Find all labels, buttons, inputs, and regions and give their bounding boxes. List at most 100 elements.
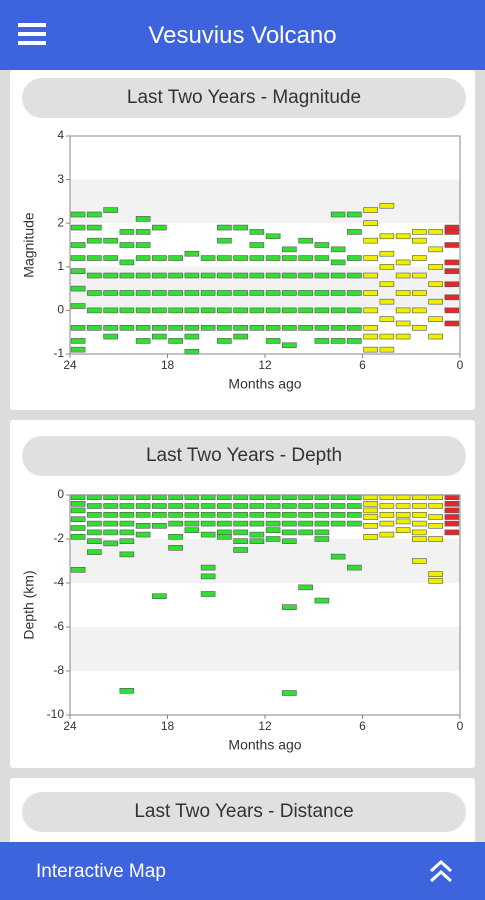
event-marker (70, 211, 86, 218)
event-marker (119, 512, 135, 518)
event-marker (168, 290, 183, 296)
event-marker (330, 290, 346, 296)
event-marker (363, 290, 378, 296)
event-marker (184, 512, 200, 518)
event-marker (87, 503, 102, 509)
event-marker (444, 529, 460, 536)
event-marker (200, 512, 216, 518)
y-tick-label: -1 (53, 346, 64, 360)
event-marker (282, 342, 297, 349)
event-marker (184, 307, 200, 314)
event-marker (135, 272, 151, 279)
event-marker (249, 512, 265, 518)
event-marker (330, 553, 346, 560)
event-marker (265, 338, 281, 344)
event-marker (87, 272, 102, 279)
event-marker (298, 584, 313, 591)
x-tick-label: 6 (359, 719, 366, 733)
event-marker (200, 255, 216, 261)
event-marker (379, 202, 395, 209)
event-marker (330, 325, 346, 331)
event-marker (444, 307, 460, 314)
event-marker (87, 549, 102, 555)
event-marker (298, 307, 313, 314)
event-marker (233, 538, 248, 544)
event-marker (70, 285, 86, 292)
y-tick-label: -8 (53, 663, 64, 677)
event-marker (265, 307, 281, 314)
event-marker (168, 520, 183, 527)
event-marker (314, 338, 330, 344)
event-marker (103, 529, 118, 536)
event-marker (347, 211, 362, 218)
event-marker (395, 320, 411, 327)
event-marker (363, 307, 378, 314)
event-marker (233, 307, 248, 314)
event-marker (379, 264, 395, 270)
event-marker (168, 255, 183, 261)
event-marker (152, 512, 167, 518)
event-marker (314, 272, 330, 279)
event-marker (217, 503, 232, 509)
event-marker (444, 320, 460, 327)
event-marker (330, 512, 346, 518)
event-marker (233, 512, 248, 518)
x-axis-label: Months ago (228, 737, 301, 753)
event-marker (135, 242, 151, 248)
event-marker (282, 529, 297, 536)
event-marker (70, 534, 86, 540)
event-marker (103, 520, 118, 527)
event-marker (412, 520, 427, 527)
event-marker (87, 255, 102, 261)
event-marker (412, 503, 427, 509)
y-tick-label: 2 (57, 215, 64, 229)
event-marker (347, 520, 362, 527)
event-marker (265, 527, 281, 533)
event-marker (217, 512, 232, 518)
event-marker (347, 338, 362, 344)
event-marker (395, 259, 411, 266)
event-marker (265, 272, 281, 279)
menu-button[interactable] (16, 15, 56, 55)
event-marker (233, 224, 248, 231)
x-tick-label: 0 (457, 358, 464, 372)
event-marker (314, 520, 330, 527)
grid-band (70, 627, 460, 671)
event-marker (444, 268, 460, 274)
y-tick-label: 1 (57, 259, 64, 273)
y-tick-label: -6 (53, 619, 64, 633)
event-marker (395, 272, 411, 279)
interactive-map-label[interactable]: Interactive Map (36, 861, 166, 882)
event-marker (363, 272, 378, 279)
event-marker (314, 255, 330, 261)
event-marker (379, 503, 395, 509)
event-marker (298, 325, 313, 331)
event-marker (217, 224, 232, 231)
y-tick-label: -2 (53, 531, 64, 545)
event-marker (265, 233, 281, 240)
event-marker (184, 503, 200, 509)
bottom-bar[interactable]: Interactive Map (0, 842, 485, 900)
event-marker (184, 290, 200, 296)
event-marker (70, 346, 86, 353)
event-marker (282, 325, 297, 331)
event-marker (87, 538, 102, 544)
event-marker (282, 272, 297, 279)
event-marker (395, 233, 411, 240)
event-marker (282, 307, 297, 314)
event-marker (152, 593, 167, 599)
event-marker (444, 242, 460, 248)
event-marker (217, 325, 232, 331)
event-marker (412, 229, 427, 235)
event-marker (70, 303, 86, 309)
event-marker (217, 237, 232, 244)
event-marker (265, 255, 281, 261)
event-marker (428, 578, 443, 584)
event-marker (200, 290, 216, 296)
expand-icon[interactable] (426, 857, 456, 887)
event-marker (412, 536, 427, 542)
y-axis-label: Magnitude (21, 212, 37, 278)
event-marker (444, 224, 460, 231)
event-marker (135, 325, 151, 331)
